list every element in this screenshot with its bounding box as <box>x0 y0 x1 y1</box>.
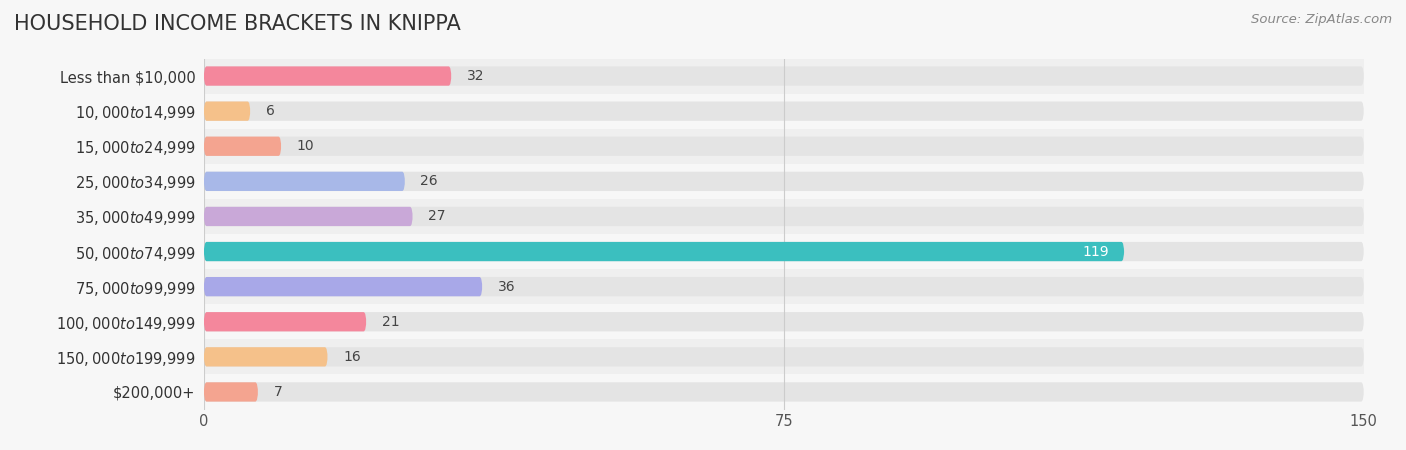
FancyBboxPatch shape <box>204 207 1364 226</box>
FancyBboxPatch shape <box>204 102 250 121</box>
Bar <box>204 129 1364 164</box>
FancyBboxPatch shape <box>204 102 1364 121</box>
FancyBboxPatch shape <box>204 347 1364 366</box>
FancyBboxPatch shape <box>204 242 1125 261</box>
Bar <box>204 164 1364 199</box>
FancyBboxPatch shape <box>204 277 1364 296</box>
FancyBboxPatch shape <box>204 207 413 226</box>
Text: 26: 26 <box>420 174 439 189</box>
FancyBboxPatch shape <box>204 137 281 156</box>
Text: 21: 21 <box>382 315 399 329</box>
FancyBboxPatch shape <box>204 67 451 86</box>
Bar <box>204 269 1364 304</box>
Bar <box>204 94 1364 129</box>
Bar <box>204 199 1364 234</box>
Text: 10: 10 <box>297 139 315 153</box>
FancyBboxPatch shape <box>204 382 1364 401</box>
FancyBboxPatch shape <box>204 312 1364 331</box>
FancyBboxPatch shape <box>204 67 1364 86</box>
Text: 27: 27 <box>427 209 446 224</box>
Text: 36: 36 <box>498 279 516 294</box>
FancyBboxPatch shape <box>204 172 1364 191</box>
Text: 6: 6 <box>266 104 274 118</box>
Text: HOUSEHOLD INCOME BRACKETS IN KNIPPA: HOUSEHOLD INCOME BRACKETS IN KNIPPA <box>14 14 461 33</box>
FancyBboxPatch shape <box>204 242 1364 261</box>
Bar <box>204 304 1364 339</box>
Bar <box>204 234 1364 269</box>
Text: 16: 16 <box>343 350 361 364</box>
FancyBboxPatch shape <box>204 172 405 191</box>
Bar <box>204 374 1364 410</box>
FancyBboxPatch shape <box>204 312 366 331</box>
FancyBboxPatch shape <box>204 382 259 401</box>
FancyBboxPatch shape <box>204 277 482 296</box>
Text: 7: 7 <box>273 385 283 399</box>
Bar <box>204 58 1364 94</box>
FancyBboxPatch shape <box>204 347 328 366</box>
Text: 119: 119 <box>1083 244 1109 259</box>
Text: Source: ZipAtlas.com: Source: ZipAtlas.com <box>1251 14 1392 27</box>
Bar <box>204 339 1364 374</box>
Text: 32: 32 <box>467 69 484 83</box>
FancyBboxPatch shape <box>204 137 1364 156</box>
